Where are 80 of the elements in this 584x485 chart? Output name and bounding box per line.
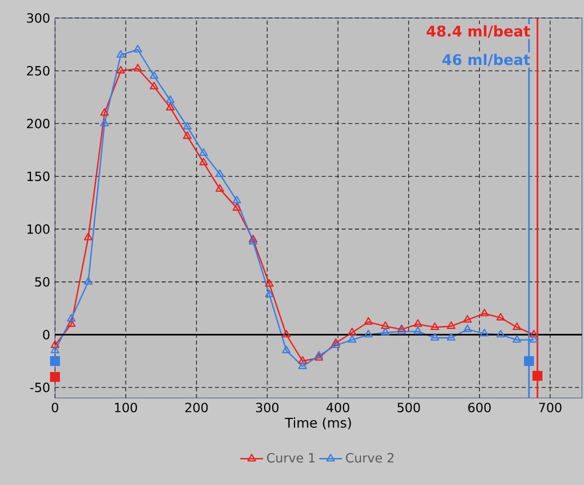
y-tick-label: 100: [28, 224, 50, 234]
x-tick-label: 300: [256, 402, 278, 412]
point: [265, 290, 274, 298]
point: [66, 319, 76, 327]
point: [298, 356, 307, 364]
point: [199, 158, 208, 166]
point: [298, 361, 307, 370]
point: [116, 66, 126, 74]
x-tick-label: 0: [52, 402, 58, 412]
y-tick-label: 250: [27, 66, 50, 76]
point: [182, 122, 192, 130]
point: [446, 321, 456, 329]
x-tick-label: 200: [185, 402, 208, 412]
point: [84, 277, 93, 285]
point: [512, 335, 522, 343]
point: [348, 328, 356, 336]
point: [364, 330, 373, 338]
y-tick-label: 0: [43, 330, 50, 340]
point: [463, 324, 472, 332]
point: [446, 332, 456, 341]
legend-label: Curve 2: [346, 452, 394, 463]
point: [282, 330, 291, 338]
y-tick-label: -50: [30, 382, 50, 392]
point: [100, 118, 109, 126]
point: [524, 356, 534, 366]
y-tick-label: 200: [27, 118, 50, 128]
x-axis-title: Time (ms): [284, 417, 351, 430]
point: [50, 372, 60, 382]
point: [430, 322, 440, 330]
point: [50, 340, 60, 348]
x-tick-label: 100: [115, 402, 137, 412]
point: [84, 232, 93, 240]
x-tick-label: 500: [398, 402, 420, 412]
point: [100, 108, 109, 116]
point: [414, 319, 422, 327]
y-tick-label: 150: [28, 172, 50, 182]
x-tick-label: 400: [326, 402, 350, 412]
point: [512, 322, 522, 330]
point: [314, 353, 324, 361]
annotation: 46 ml/beat: [442, 54, 530, 66]
point: [182, 131, 192, 139]
point: [430, 332, 440, 341]
point: [232, 203, 242, 211]
point: [530, 335, 538, 343]
y-tick-label: 300: [27, 13, 50, 23]
point: [314, 350, 324, 359]
point: [166, 95, 175, 104]
x-tick-label: 700: [539, 402, 562, 412]
point: [116, 50, 126, 58]
point: [150, 71, 158, 79]
point: [50, 356, 60, 366]
point: [216, 184, 224, 192]
point: [199, 148, 208, 156]
point: [216, 169, 224, 177]
point: [248, 236, 258, 245]
point: [381, 321, 390, 329]
annotation: 48.4 ml/beat: [426, 25, 530, 38]
point: [532, 370, 542, 381]
point: [463, 315, 472, 323]
point: [480, 308, 489, 316]
point: [133, 64, 142, 72]
point: [66, 314, 76, 322]
y-tick-label: 50: [35, 277, 50, 287]
x-tick-label: 600: [468, 402, 491, 412]
point: [166, 102, 175, 110]
point: [414, 326, 422, 334]
point: [364, 317, 373, 325]
point: [150, 82, 158, 90]
point: [381, 328, 390, 336]
point: [232, 196, 242, 204]
point: [496, 330, 505, 338]
legend-label: Curve 1: [267, 452, 315, 463]
point: [282, 346, 291, 354]
point: [480, 328, 489, 336]
point: [348, 335, 356, 343]
point: [496, 312, 505, 321]
point: [50, 346, 60, 354]
point: [133, 44, 142, 52]
point: [530, 330, 538, 338]
point: [265, 279, 274, 287]
